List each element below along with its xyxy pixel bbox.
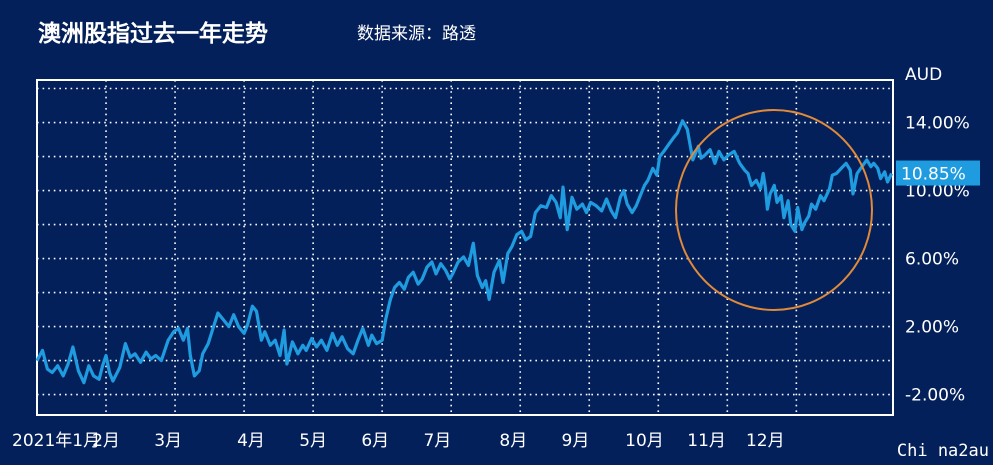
x-tick-label: 12月: [746, 431, 785, 451]
x-tick-label: 8月: [499, 431, 527, 451]
y-tick-label: 2.00%: [905, 318, 959, 338]
x-tick-label: 10月: [625, 431, 664, 451]
x-tick-label: 2月: [92, 431, 120, 451]
watermark: Chi na2au: [896, 441, 989, 461]
y-axis-tick-labels: 14.00% 10.00% 6.00% 2.00% -2.00%: [905, 114, 970, 406]
last-value-badge: [896, 160, 980, 186]
x-tick-label: 6月: [361, 431, 389, 451]
x-tick-label: 3月: [154, 431, 182, 451]
x-tick-label: 4月: [237, 431, 265, 451]
grid-lines: [37, 80, 893, 415]
x-tick-label: 9月: [562, 431, 590, 451]
x-tick-label: 2021年1月: [12, 431, 100, 451]
y-tick-label: 10.00%: [905, 182, 970, 202]
series-line: [35, 119, 894, 385]
plot-frame: [36, 79, 894, 416]
x-tick-label: 11月: [687, 431, 726, 451]
y-axis-unit-label: AUD: [905, 65, 942, 85]
y-tick-label: 14.00%: [905, 114, 970, 134]
chart-title: 澳洲股指过去一年走势: [38, 21, 268, 47]
x-tick-label: 5月: [299, 431, 327, 451]
x-tick-label: 7月: [423, 431, 451, 451]
last-value-label: 10.85%: [901, 165, 966, 185]
highlight-circle: [675, 109, 873, 311]
data-source-label: 数据来源：路透: [357, 24, 476, 44]
y-tick-label: 6.00%: [905, 250, 959, 270]
y-tick-label: -2.00%: [905, 386, 965, 406]
